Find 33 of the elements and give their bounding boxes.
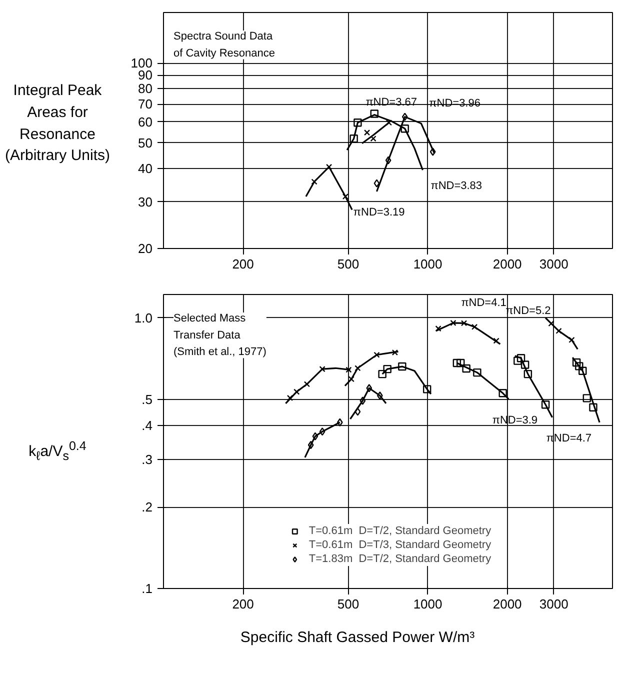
y-tick-label: 50: [138, 135, 153, 150]
x-tick-label: 2000: [492, 256, 522, 272]
y-tick-label: .4: [142, 418, 152, 434]
x-tick-label: 1000: [413, 596, 442, 612]
y-tick-label: 30: [138, 194, 153, 210]
x-tick-label: 200: [232, 596, 254, 612]
x-tick-label: 2000: [492, 596, 522, 612]
annotation: πND=3.19: [353, 206, 405, 219]
x-tick-label: 3000: [539, 256, 568, 272]
annotation: Selected Mass Transfer Data (Smith et al., 1977): [174, 312, 266, 358]
x-tick-label: 1000: [413, 256, 442, 272]
x-tick-label: 500: [337, 596, 360, 612]
annotation: Spectra Sound Data of Cavity Resonance: [174, 30, 275, 60]
y-tick-label: .3: [142, 452, 152, 467]
x-axis-title: Specific Shaft Gassed Power W/m³: [240, 628, 475, 648]
y-tick-label: 60: [138, 114, 153, 130]
y-tick-label: 1.0: [134, 310, 153, 326]
y-tick-label: .2: [142, 500, 152, 515]
annotation: πND=3.83: [430, 180, 482, 192]
y-tick-label: .5: [142, 392, 152, 407]
y-tick-label: 20: [138, 241, 153, 256]
legend-label: T=1.83m D=T/2, Standard Geometry: [308, 552, 492, 566]
x-tick-label: 3000: [539, 596, 568, 612]
annotation: πND=4.1: [461, 296, 506, 309]
x-tick-label: 500: [337, 256, 360, 272]
y-tick-label: 70: [138, 96, 153, 112]
y-tick-label: 40: [138, 161, 153, 176]
legend-label: T=0.61m D=T/2, Standard Geometry: [308, 524, 492, 538]
y-tick-label: .1: [142, 581, 152, 596]
legend-label: T=0.61m D=T/3, Standard Geometry: [308, 538, 492, 552]
y-tick-label: 80: [138, 81, 153, 96]
x-tick-label: 200: [232, 256, 254, 272]
y-axis-title: Integral Peak Areas for Resonance (Arbitrary Units): [5, 81, 110, 166]
